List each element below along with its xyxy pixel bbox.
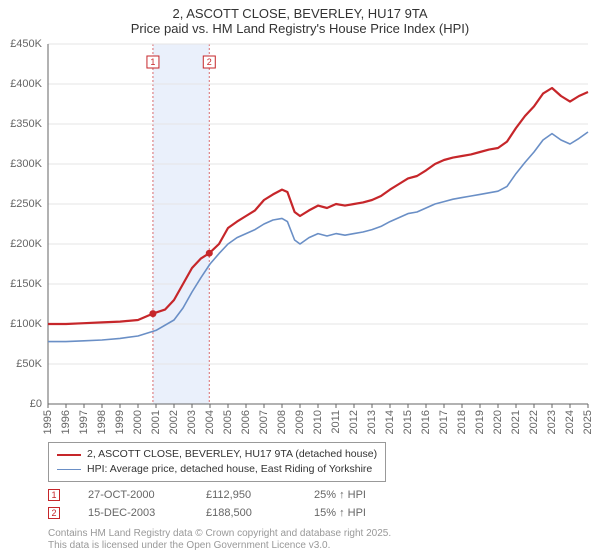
x-tick-label: 1997 <box>78 410 90 434</box>
x-tick-label: 2018 <box>456 410 468 434</box>
y-tick-label: £250K <box>0 198 42 210</box>
y-tick-label: £50K <box>0 358 42 370</box>
y-tick-label: £400K <box>0 78 42 90</box>
x-tick-label: 2008 <box>276 410 288 434</box>
legend-label: 2, ASCOTT CLOSE, BEVERLEY, HU17 9TA (det… <box>87 447 377 462</box>
legend-swatch <box>57 454 81 456</box>
y-tick-label: £150K <box>0 278 42 290</box>
x-tick-label: 1996 <box>60 410 72 434</box>
x-tick-label: 2005 <box>222 410 234 434</box>
legend-item-hpi: HPI: Average price, detached house, East… <box>57 462 377 477</box>
x-tick-label: 2015 <box>402 410 414 434</box>
x-tick-label: 2001 <box>150 410 162 434</box>
footer: Contains HM Land Registry data © Crown c… <box>48 528 391 552</box>
sale-row: 2 15-DEC-2003 £188,500 15% ↑ HPI <box>48 504 366 522</box>
x-tick-label: 2013 <box>366 410 378 434</box>
footer-line2: This data is licensed under the Open Gov… <box>48 540 391 552</box>
chart-area: 12 £0£50K£100K£150K£200K£250K£300K£350K£… <box>48 44 588 404</box>
sale-marker-icon: 1 <box>48 489 60 501</box>
y-tick-label: £200K <box>0 238 42 250</box>
x-tick-label: 2021 <box>510 410 522 434</box>
x-tick-label: 2011 <box>330 410 342 434</box>
x-tick-label: 2025 <box>582 410 594 434</box>
y-tick-label: £100K <box>0 318 42 330</box>
x-tick-label: 2000 <box>132 410 144 434</box>
x-tick-label: 2012 <box>348 410 360 434</box>
x-tick-label: 1998 <box>96 410 108 434</box>
legend-item-price-paid: 2, ASCOTT CLOSE, BEVERLEY, HU17 9TA (det… <box>57 447 377 462</box>
x-tick-label: 2003 <box>186 410 198 434</box>
sale-row: 1 27-OCT-2000 £112,950 25% ↑ HPI <box>48 486 366 504</box>
x-tick-label: 2022 <box>528 410 540 434</box>
sale-price: £112,950 <box>206 489 286 501</box>
sale-date: 27-OCT-2000 <box>88 489 178 501</box>
sale-date: 15-DEC-2003 <box>88 507 178 519</box>
sale-marker-icon: 2 <box>48 507 60 519</box>
title-address: 2, ASCOTT CLOSE, BEVERLEY, HU17 9TA <box>10 6 590 21</box>
x-tick-label: 1999 <box>114 410 126 434</box>
footer-line1: Contains HM Land Registry data © Crown c… <box>48 528 391 540</box>
legend-label: HPI: Average price, detached house, East… <box>87 462 372 477</box>
legend: 2, ASCOTT CLOSE, BEVERLEY, HU17 9TA (det… <box>48 442 386 482</box>
x-tick-label: 2014 <box>384 410 396 434</box>
x-tick-label: 2002 <box>168 410 180 434</box>
x-tick-label: 2009 <box>294 410 306 434</box>
y-tick-label: £350K <box>0 118 42 130</box>
x-tick-label: 2017 <box>438 410 450 434</box>
x-tick-label: 2020 <box>492 410 504 434</box>
x-tick-label: 2004 <box>204 410 216 434</box>
x-tick-label: 2010 <box>312 410 324 434</box>
y-tick-label: £450K <box>0 38 42 50</box>
x-tick-label: 2019 <box>474 410 486 434</box>
y-tick-label: £300K <box>0 158 42 170</box>
sale-pct: 15% ↑ HPI <box>314 507 366 519</box>
sales-list: 1 27-OCT-2000 £112,950 25% ↑ HPI 2 15-DE… <box>48 486 366 522</box>
svg-text:2: 2 <box>207 57 212 67</box>
svg-text:1: 1 <box>150 57 155 67</box>
y-tick-label: £0 <box>0 398 42 410</box>
sale-pct: 25% ↑ HPI <box>314 489 366 501</box>
x-tick-label: 2006 <box>240 410 252 434</box>
x-tick-label: 1995 <box>42 410 54 434</box>
x-tick-label: 2024 <box>564 410 576 434</box>
legend-swatch <box>57 469 81 470</box>
x-tick-label: 2023 <box>546 410 558 434</box>
sale-price: £188,500 <box>206 507 286 519</box>
title-subtitle: Price paid vs. HM Land Registry's House … <box>10 21 590 36</box>
x-tick-label: 2016 <box>420 410 432 434</box>
x-tick-label: 2007 <box>258 410 270 434</box>
chart-svg: 12 <box>48 44 588 404</box>
chart-title: 2, ASCOTT CLOSE, BEVERLEY, HU17 9TA Pric… <box>0 0 600 38</box>
